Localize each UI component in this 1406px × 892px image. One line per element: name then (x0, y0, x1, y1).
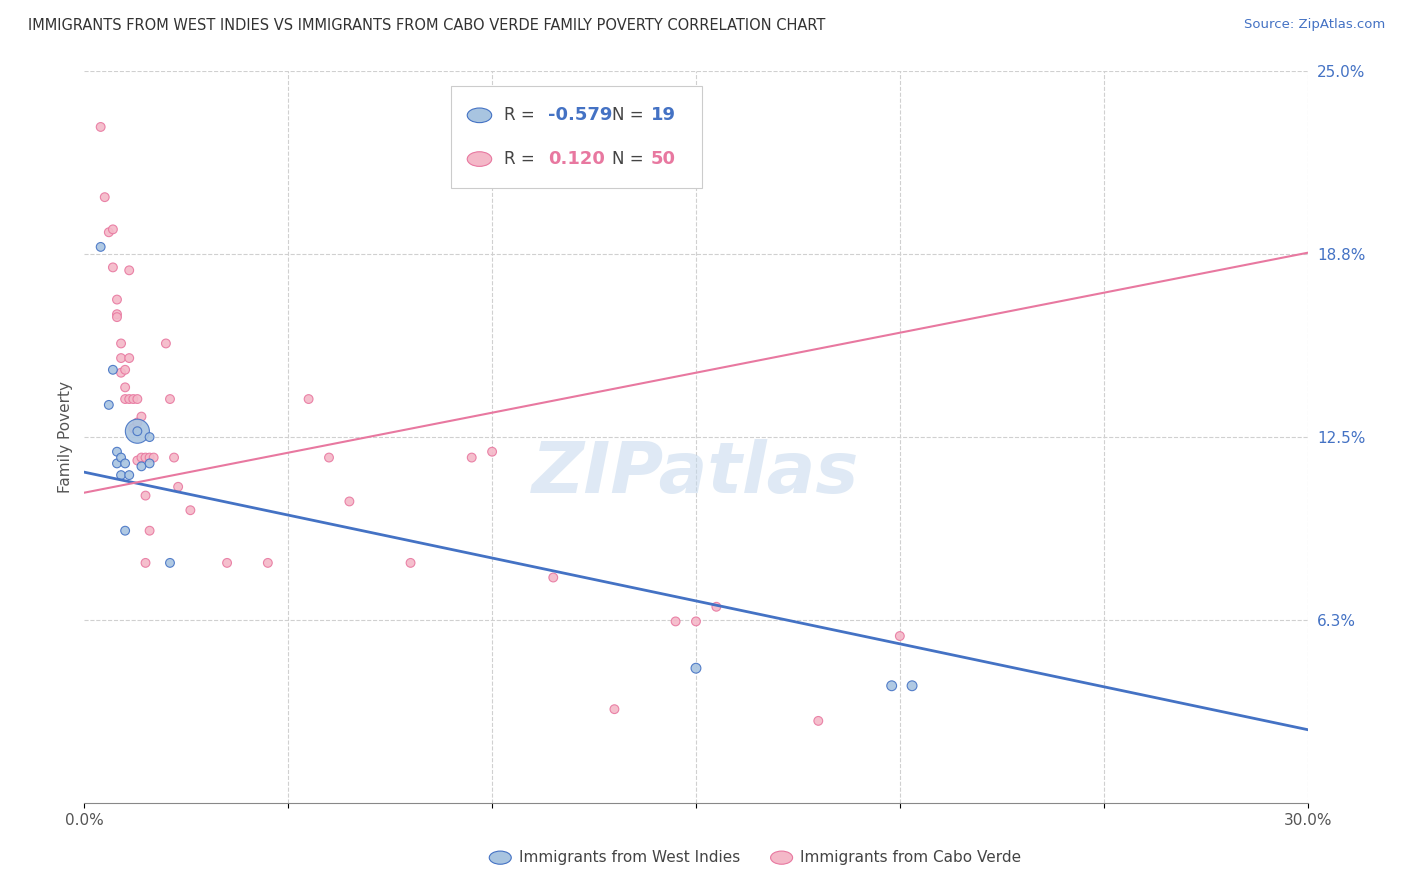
Point (122, 392, 145, 406)
Point (138, 524, 160, 538)
Point (127, 416, 149, 430)
Point (122, 421, 145, 435)
Point (461, 450, 484, 465)
Text: IMMIGRANTS FROM WEST INDIES VS IMMIGRANTS FROM CABO VERDE FAMILY POVERTY CORRELA: IMMIGRANTS FROM WEST INDIES VS IMMIGRANT… (28, 18, 825, 33)
Point (105, 307, 128, 321)
Circle shape (489, 851, 512, 864)
Point (97, 398, 120, 412)
Point (110, 468, 132, 483)
Point (127, 424, 149, 438)
Point (101, 363, 124, 377)
Point (101, 260, 124, 275)
Point (90, 120, 112, 134)
Point (685, 615, 707, 629)
Point (135, 556, 157, 570)
Text: -0.579: -0.579 (548, 106, 613, 124)
Point (118, 468, 141, 483)
Point (131, 459, 153, 474)
Point (155, 336, 177, 351)
Point (318, 450, 340, 465)
Point (298, 392, 321, 406)
Point (90, 240, 112, 254)
Text: R =: R = (503, 150, 546, 168)
Point (110, 450, 132, 465)
Point (127, 424, 149, 438)
Text: ZIPatlas: ZIPatlas (533, 439, 859, 508)
Point (880, 679, 903, 693)
Point (163, 450, 186, 465)
Point (543, 570, 565, 584)
Point (105, 457, 128, 471)
Point (110, 336, 132, 351)
Point (142, 450, 165, 465)
Point (114, 363, 136, 377)
Text: Immigrants from West Indies: Immigrants from West Indies (519, 850, 740, 865)
Point (114, 457, 136, 471)
Point (114, 392, 136, 406)
Circle shape (770, 851, 793, 864)
Circle shape (467, 152, 492, 167)
Point (159, 392, 181, 406)
Point (114, 380, 136, 394)
Point (110, 351, 132, 365)
Point (131, 409, 153, 424)
Text: Source: ZipAtlas.com: Source: ZipAtlas.com (1244, 18, 1385, 31)
Point (399, 556, 422, 570)
Point (114, 524, 136, 538)
Point (110, 366, 132, 380)
Text: N =: N = (612, 106, 648, 124)
Point (127, 453, 149, 467)
Point (665, 615, 688, 629)
Point (159, 556, 181, 570)
Point (105, 444, 128, 458)
FancyBboxPatch shape (451, 86, 702, 188)
Point (138, 450, 160, 465)
Point (118, 263, 141, 277)
Point (339, 494, 361, 508)
Text: 19: 19 (651, 106, 676, 124)
Point (127, 392, 149, 406)
Point (105, 293, 128, 307)
Text: N =: N = (612, 150, 648, 168)
Text: Immigrants from Cabo Verde: Immigrants from Cabo Verde (800, 850, 1021, 865)
Point (481, 444, 503, 458)
Point (135, 450, 157, 465)
Point (118, 351, 141, 365)
Circle shape (467, 108, 492, 122)
Text: 50: 50 (651, 150, 676, 168)
Point (105, 310, 128, 325)
Point (901, 679, 924, 693)
Point (179, 503, 201, 517)
Point (118, 392, 141, 406)
Point (97, 225, 120, 239)
Point (807, 714, 830, 728)
Point (93, 190, 115, 204)
Point (257, 556, 280, 570)
Point (706, 599, 728, 614)
Point (131, 450, 153, 465)
Point (685, 661, 707, 675)
Point (138, 430, 160, 444)
Point (101, 222, 124, 236)
Text: 0.120: 0.120 (548, 150, 605, 168)
Point (138, 457, 160, 471)
Text: R =: R = (503, 106, 540, 124)
Point (217, 556, 239, 570)
Y-axis label: Family Poverty: Family Poverty (58, 381, 73, 493)
Point (135, 489, 157, 503)
Point (167, 480, 190, 494)
Point (603, 702, 626, 716)
Point (889, 629, 911, 643)
